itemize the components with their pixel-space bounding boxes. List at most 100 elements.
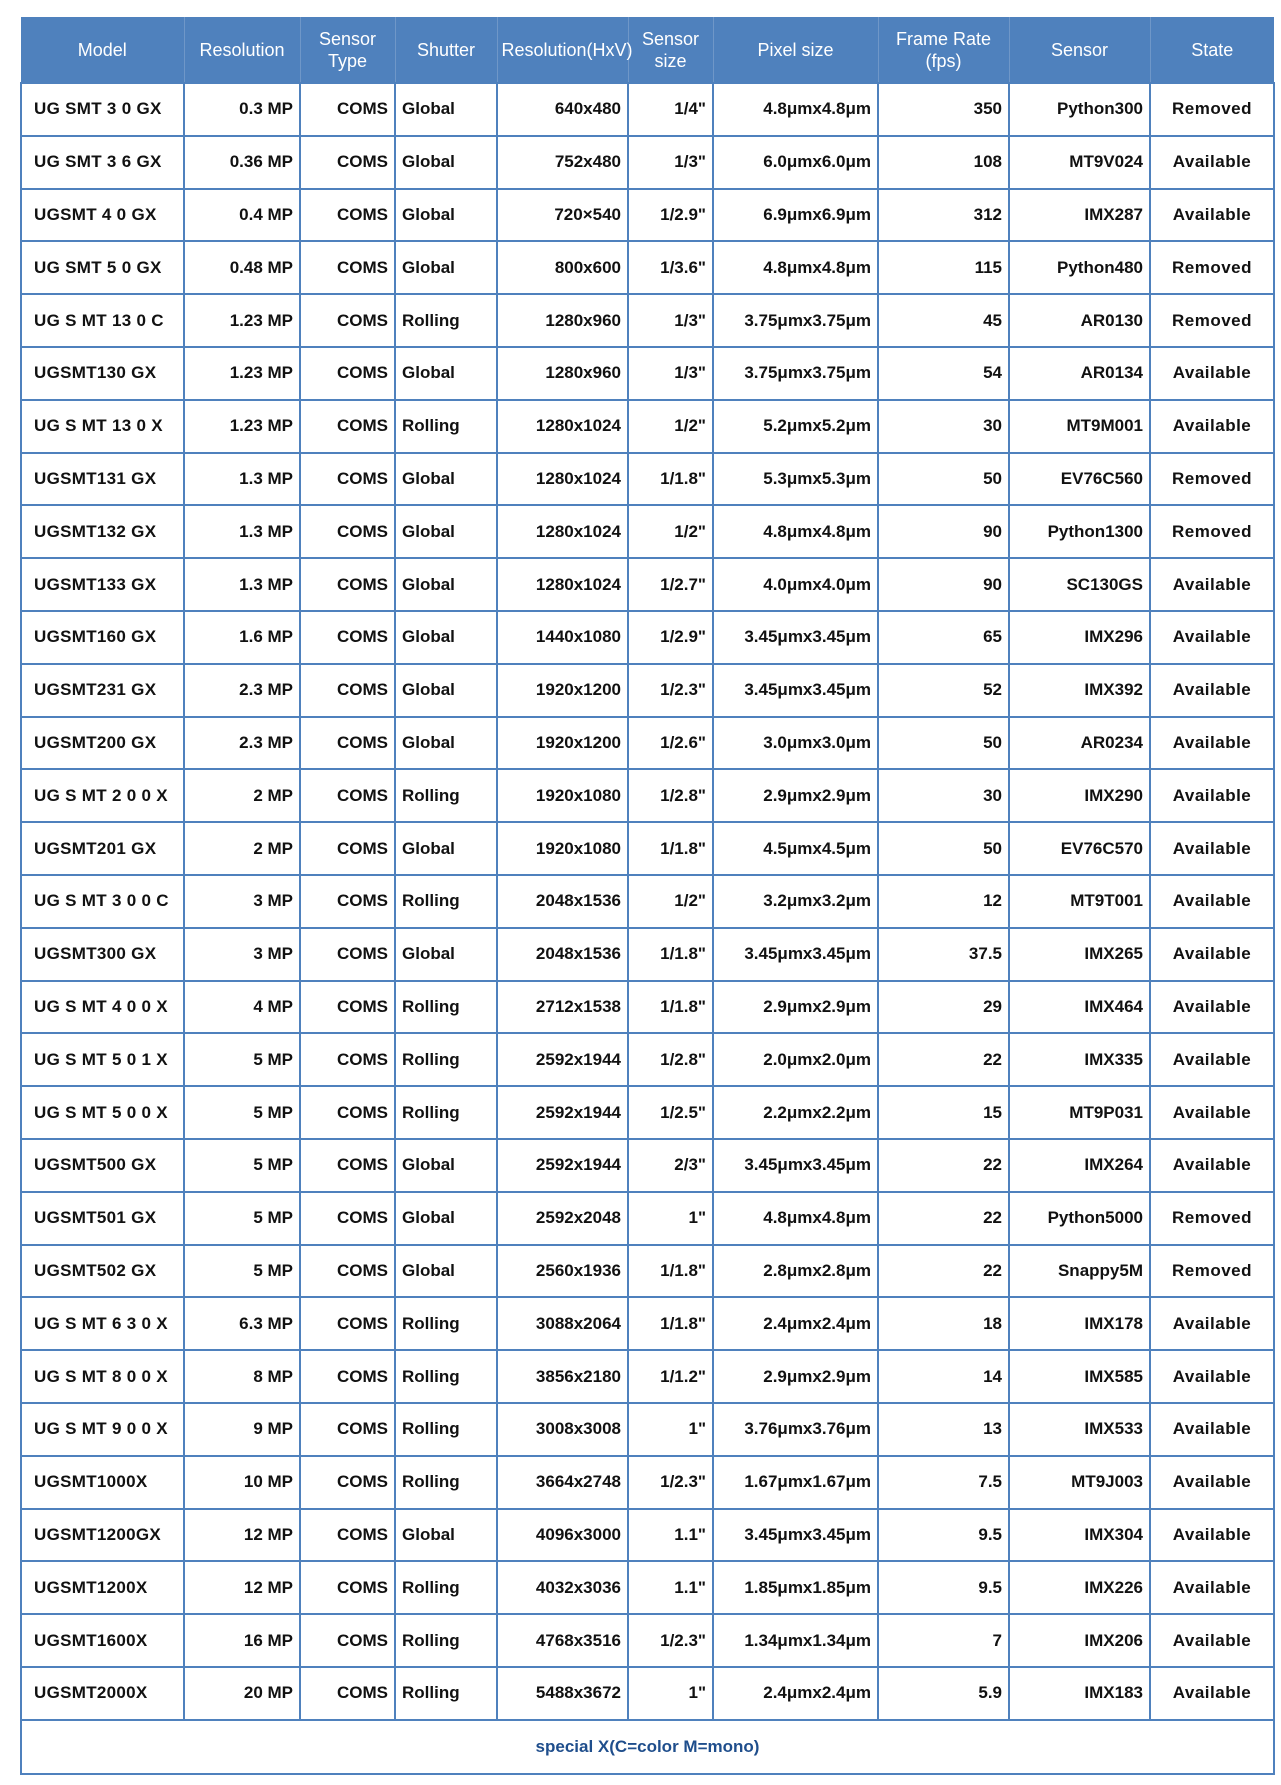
cell-model: UG S MT 2 0 0 X (20, 768, 185, 824)
cell-model: UG S MT 9 0 0 X (20, 1401, 185, 1457)
cell-shutter: Global (394, 1137, 498, 1193)
cell-sensor-type: COMS (299, 1665, 396, 1721)
cell-resolution-hxv: 1280x1024 (496, 557, 629, 612)
cell-frame-rate: 22 (877, 1032, 1010, 1088)
cell-frame-rate: 312 (877, 187, 1010, 243)
cell-frame-rate: 13 (877, 1401, 1010, 1457)
cell-pixel-size: 3.76μmx3.76μm (712, 1401, 879, 1457)
cell-model: UG S MT 5 0 0 X (20, 1085, 185, 1140)
cell-state: Removed (1149, 504, 1275, 560)
cell-resolution-hxv: 2592x1944 (496, 1032, 629, 1088)
column-header-resolution: Resolution (183, 17, 300, 83)
cell-resolution-hxv: 1280x960 (496, 293, 629, 348)
cell-model: UGSMT1000X (20, 1454, 185, 1510)
cell-frame-rate: 350 (877, 82, 1010, 137)
cell-pixel-size: 2.9μmx2.9μm (712, 979, 879, 1035)
cell-pixel-size: 1.67μmx1.67μm (712, 1454, 879, 1510)
cell-sensor: IMX226 (1008, 1560, 1151, 1616)
cell-resolution-hxv: 2048x1536 (496, 926, 629, 982)
cell-shutter: Global (394, 662, 498, 718)
table-row: UG S MT 13 0 C 1.23 MP COMS Rolling 1280x960… (20, 293, 1275, 348)
cell-resolution-hxv: 1280x1024 (496, 451, 629, 507)
cell-state: Removed (1149, 451, 1275, 507)
cell-model: UGSMT500 GX (20, 1137, 185, 1193)
cell-resolution: 5 MP (183, 1085, 301, 1140)
cell-shutter: Global (394, 821, 498, 876)
cell-sensor-size: 1/2.9" (627, 609, 714, 665)
cell-sensor-size: 1/2.3" (627, 1613, 714, 1668)
table-row: UG S MT 6 3 0 X 6.3 MP COMS Rolling 3088x206… (20, 1296, 1275, 1352)
cell-resolution-hxv: 2592x1944 (496, 1137, 629, 1193)
cell-sensor-size: 2/3" (627, 1137, 714, 1193)
cell-resolution: 12 MP (183, 1507, 301, 1563)
cell-sensor-size: 1/1.8" (627, 451, 714, 507)
cell-shutter: Rolling (394, 293, 498, 348)
table-row: UG SMT 3 6 GX 0.36 MP COMS Global 752x480 1/3… (20, 134, 1275, 190)
table-row: UGSMT160 GX 1.6 MP COMS Global 1440x1080 1/2.… (20, 609, 1275, 665)
cell-sensor-type: COMS (299, 979, 396, 1035)
cell-model: UGSMT501 GX (20, 1190, 185, 1246)
cell-pixel-size: 2.0μmx2.0μm (712, 1032, 879, 1088)
cell-shutter: Global (394, 134, 498, 190)
cell-sensor-type: COMS (299, 187, 396, 243)
cell-frame-rate: 30 (877, 398, 1010, 454)
cell-resolution-hxv: 752x480 (496, 134, 629, 190)
cell-pixel-size: 3.75μmx3.75μm (712, 345, 879, 401)
cell-sensor-size: 1" (627, 1665, 714, 1721)
cell-sensor-size: 1/2.7" (627, 557, 714, 612)
cell-resolution-hxv: 3008x3008 (496, 1401, 629, 1457)
cell-resolution-hxv: 1920x1200 (496, 662, 629, 718)
cell-pixel-size: 3.75μmx3.75μm (712, 293, 879, 348)
cell-state: Available (1149, 1560, 1275, 1616)
cell-sensor: MT9T001 (1008, 873, 1151, 929)
cell-sensor-type: COMS (299, 82, 396, 137)
cell-resolution-hxv: 1280x960 (496, 345, 629, 401)
cell-sensor-size: 1/2.8" (627, 768, 714, 824)
cell-state: Available (1149, 609, 1275, 665)
cell-pixel-size: 2.9μmx2.9μm (712, 768, 879, 824)
cell-sensor: EV76C570 (1008, 821, 1151, 876)
cell-shutter: Rolling (394, 1454, 498, 1510)
column-header-sensor-size: Sensor size (627, 17, 713, 83)
cell-shutter: Global (394, 240, 498, 296)
cell-sensor-type: COMS (299, 1560, 396, 1616)
cell-frame-rate: 22 (877, 1137, 1010, 1193)
cell-state: Available (1149, 979, 1275, 1035)
cell-sensor-size: 1.1" (627, 1507, 714, 1563)
cell-sensor: IMX335 (1008, 1032, 1151, 1088)
cell-state: Available (1149, 1613, 1275, 1668)
cell-model: UGSMT1200X (20, 1560, 185, 1616)
cell-resolution-hxv: 4096x3000 (496, 1507, 629, 1563)
cell-resolution-hxv: 3088x2064 (496, 1296, 629, 1352)
cell-pixel-size: 3.45μmx3.45μm (712, 926, 879, 982)
cell-sensor: IMX178 (1008, 1296, 1151, 1352)
cell-sensor-type: COMS (299, 134, 396, 190)
cell-resolution-hxv: 1920x1080 (496, 821, 629, 876)
column-header-pixel-size: Pixel size (712, 17, 878, 83)
cell-shutter: Global (394, 1190, 498, 1246)
cell-sensor-size: 1/3" (627, 293, 714, 348)
cell-shutter: Global (394, 557, 498, 612)
cell-model: UGSMT133 GX (20, 557, 185, 612)
cell-resolution-hxv: 1920x1080 (496, 768, 629, 824)
column-header-frame-rate: Frame Rate (fps) (877, 17, 1009, 83)
cell-model: UGSMT201 GX (20, 821, 185, 876)
cell-state: Available (1149, 1401, 1275, 1457)
cell-sensor: IMX392 (1008, 662, 1151, 718)
cell-shutter: Rolling (394, 873, 498, 929)
cell-sensor: IMX533 (1008, 1401, 1151, 1457)
cell-sensor-type: COMS (299, 398, 396, 454)
cell-resolution: 16 MP (183, 1613, 301, 1668)
cell-frame-rate: 115 (877, 240, 1010, 296)
cell-frame-rate: 9.5 (877, 1507, 1010, 1563)
cell-sensor-size: 1/4" (627, 82, 714, 137)
cell-frame-rate: 52 (877, 662, 1010, 718)
table-row: UGSMT1600X 16 MP COMS Rolling 4768x3516 1/2.3… (20, 1613, 1275, 1668)
cell-resolution: 12 MP (183, 1560, 301, 1616)
cell-sensor: IMX304 (1008, 1507, 1151, 1563)
cell-sensor-type: COMS (299, 1296, 396, 1352)
